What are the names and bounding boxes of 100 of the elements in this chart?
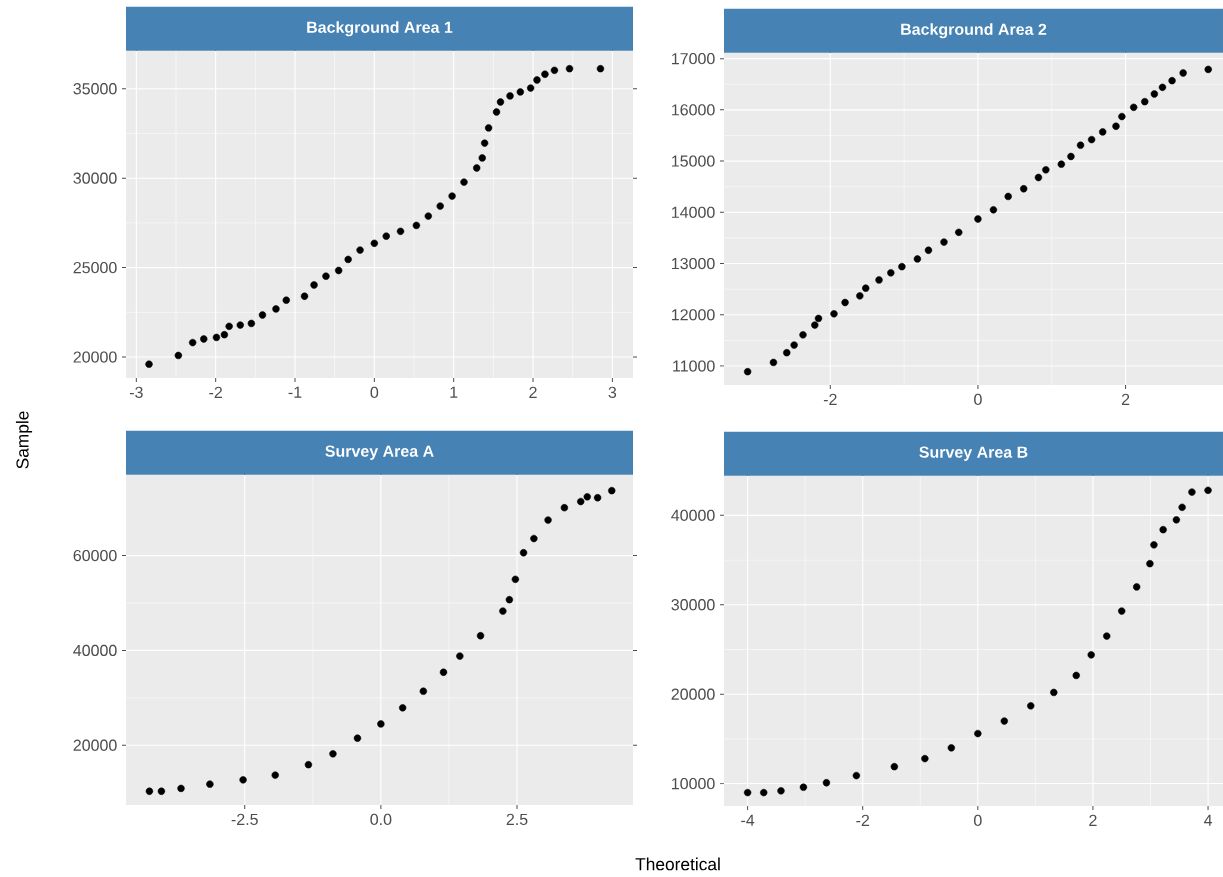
x-tick-label: 0.0: [370, 813, 392, 826]
x-tick-label: -4: [741, 814, 755, 826]
point: [811, 321, 819, 329]
point: [1146, 559, 1154, 568]
point: [913, 255, 922, 263]
point: [206, 780, 214, 788]
point: [334, 266, 343, 275]
point: [1133, 583, 1141, 591]
y-tick-label: 12000: [672, 309, 715, 321]
point: [177, 784, 185, 793]
point: [974, 729, 982, 738]
point: [157, 787, 166, 795]
point: [974, 215, 982, 223]
point: [370, 239, 379, 247]
chart-title: Background Area 1: [307, 21, 453, 37]
point: [760, 788, 768, 797]
chart-title: Survey Area B: [919, 446, 1028, 461]
y-tick-label: 17000: [672, 52, 715, 65]
point: [955, 228, 963, 236]
y-tick-label: 14000: [672, 206, 715, 218]
point: [890, 762, 899, 771]
point: [1087, 651, 1095, 659]
point: [1172, 516, 1181, 524]
point: [1057, 160, 1066, 168]
point: [1168, 76, 1176, 85]
point: [377, 720, 385, 728]
point: [1076, 141, 1085, 149]
x-tick-label: 1: [450, 386, 458, 398]
point: [344, 255, 352, 264]
point: [1118, 112, 1126, 121]
point: [272, 305, 280, 313]
y-tick-label: 16000: [672, 104, 715, 116]
point: [1204, 65, 1212, 74]
point: [439, 668, 448, 676]
point: [1178, 503, 1186, 511]
point: [460, 178, 468, 186]
x-tick-label: 2.5: [506, 813, 528, 826]
point: [484, 124, 493, 132]
x-tick-label: 2: [1089, 814, 1097, 826]
point: [322, 272, 330, 280]
point: [247, 319, 256, 328]
point: [856, 292, 864, 300]
chart-title: Survey Area A: [325, 445, 434, 460]
point: [1042, 166, 1050, 174]
point: [783, 349, 791, 357]
point: [1027, 702, 1035, 710]
point: [1118, 607, 1126, 615]
point: [239, 776, 247, 784]
point: [1072, 671, 1080, 680]
point: [506, 92, 514, 100]
point: [329, 750, 337, 758]
point: [790, 341, 798, 349]
point: [541, 70, 549, 78]
chart-title: Background Area 2: [901, 23, 1047, 39]
point: [1158, 83, 1167, 91]
point: [989, 206, 998, 214]
y-axis-title: Sample: [15, 411, 33, 469]
point: [1141, 98, 1149, 106]
x-tick-label: -2: [823, 393, 837, 405]
point: [1103, 632, 1111, 640]
y-tick-label: 10000: [672, 777, 715, 790]
point: [398, 704, 407, 712]
x-tick-label: -3: [129, 386, 143, 399]
point: [456, 652, 464, 660]
point: [473, 164, 481, 172]
point: [1087, 135, 1096, 144]
point: [516, 88, 525, 96]
point: [1000, 717, 1008, 725]
point: [1150, 90, 1159, 98]
point: [921, 754, 929, 763]
point: [424, 212, 432, 220]
point: [544, 516, 552, 524]
y-tick-label: 11000: [673, 360, 715, 372]
point: [419, 687, 428, 695]
y-tick-label: 40000: [73, 644, 117, 657]
y-tick-label: 13000: [672, 257, 715, 270]
point: [258, 311, 267, 319]
y-tick-label: 20000: [73, 351, 117, 363]
point: [310, 281, 318, 289]
point: [852, 771, 861, 780]
point: [436, 202, 444, 210]
point: [145, 360, 153, 368]
point: [519, 549, 528, 557]
point: [499, 607, 507, 615]
point: [550, 66, 559, 74]
point: [743, 368, 752, 376]
point: [1004, 192, 1012, 201]
y-tick-label: 15000: [672, 155, 715, 167]
point: [271, 771, 279, 779]
point: [476, 632, 485, 640]
point: [1112, 122, 1120, 130]
y-tick-label: 20000: [671, 688, 715, 700]
point: [777, 787, 785, 795]
point: [511, 575, 520, 583]
point: [596, 65, 605, 73]
point: [1150, 541, 1158, 549]
y-tick-label: 30000: [73, 172, 117, 184]
x-tick-label: 0: [974, 814, 982, 827]
point: [593, 494, 602, 502]
point: [875, 276, 883, 284]
